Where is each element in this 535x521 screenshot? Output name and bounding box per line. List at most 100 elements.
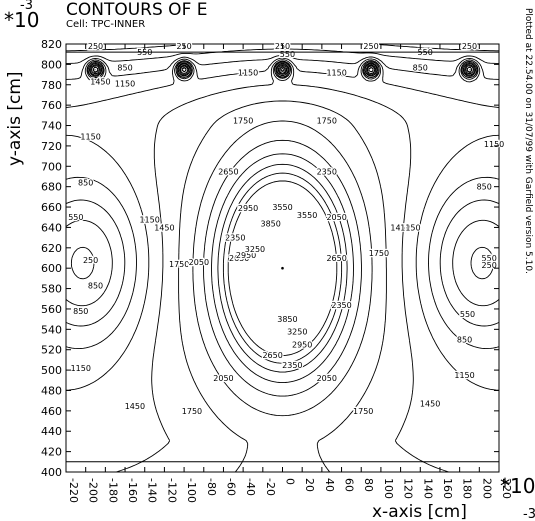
y-tick-label: 520 (41, 344, 62, 357)
contour-label: 3250 (245, 245, 265, 254)
top-wire-marker (366, 65, 376, 74)
x-tick-label: 200 (480, 478, 493, 499)
top-wire-marker (461, 61, 478, 78)
x-tick-label: 180 (461, 478, 474, 499)
y-tick-label: 480 (41, 384, 62, 397)
contour-label: 2650 (262, 351, 282, 360)
contour-label: 1450 (420, 400, 440, 409)
y-tick-label: 660 (41, 201, 62, 214)
contour-label: 1750 (233, 116, 253, 125)
center-wire-marker (281, 266, 284, 270)
contour-label: 250 (482, 261, 497, 270)
contour-label: 1750 (369, 249, 389, 258)
contour-line-550 (65, 43, 500, 307)
contour-label: 550 (280, 50, 295, 59)
x-tick-label: -80 (205, 478, 218, 496)
contour-label: 3850 (261, 219, 281, 228)
chart-title: CONTOURS OF E (66, 0, 208, 20)
y-tick-label: 760 (41, 99, 62, 112)
top-wire-marker (274, 61, 291, 78)
contour-label: 2350 (225, 234, 245, 243)
contour-line-2050 (87, 60, 478, 473)
contour-label: 2950 (236, 251, 256, 260)
top-wire-marker (175, 61, 193, 78)
top-wire-marker (93, 67, 98, 72)
contour-label: 2050 (213, 374, 233, 383)
y-tick-label: 460 (41, 405, 62, 418)
x-ticks: -220 -200 -180 -160 -140 -120 -100 -80 -60 -40 -20… (65, 44, 513, 503)
x-axis-label: x-axis [cm] (372, 502, 467, 521)
y-tick-label: 580 (41, 283, 62, 296)
x-exponent-star: *10 (500, 474, 535, 498)
contour-label: 1450 (154, 223, 174, 232)
contour-label: 1150 (326, 69, 346, 78)
y-tick-label: 640 (41, 221, 62, 234)
x-tick-label: -120 (165, 478, 178, 503)
y-tick-label: 620 (41, 242, 62, 255)
contour-label: 1150 (400, 223, 420, 232)
exponent-top: -3 (20, 0, 33, 13)
contour-label: 550 (482, 254, 497, 263)
contour-label: 850 (457, 336, 472, 345)
contour-label: 850 (78, 179, 93, 188)
x-tick-label: -60 (224, 478, 237, 496)
contour-label: 250 (88, 42, 103, 51)
contour-label: 850 (88, 282, 103, 291)
x-tick-label: 100 (382, 478, 395, 499)
y-tick-label: 680 (41, 181, 62, 194)
contour-label: 1150 (71, 364, 91, 373)
contour-label: 850 (413, 63, 428, 72)
x-tick-label: 220 (500, 478, 513, 499)
contour-label: 1150 (484, 140, 504, 149)
contour-line-3850 (227, 67, 338, 356)
contour-label: 2950 (238, 204, 258, 213)
contour-label: 2650 (326, 254, 346, 263)
contour-label: 2350 (317, 167, 337, 176)
contour-label: 3550 (297, 211, 317, 220)
top-wire-marker (181, 67, 187, 72)
y-tick-label: 560 (41, 303, 62, 316)
y-tick-label: 600 (41, 262, 62, 275)
y-ticks: 400 420 440 460 480 500 520 540 560 580 600 620 640 6… (41, 38, 499, 479)
x-tick-label: -100 (185, 478, 198, 503)
top-wire-marker (463, 63, 476, 76)
contour-label: 1750 (353, 407, 373, 416)
contour-label: 1150 (80, 133, 100, 142)
contour-label: 1150 (115, 80, 135, 89)
contour-line-2950 (91, 63, 474, 384)
y-tick-label: 420 (41, 446, 62, 459)
contour-label: 1150 (139, 215, 159, 224)
top-wire-marker (276, 63, 289, 76)
contour-label: 3550 (272, 203, 292, 212)
contour-label: 2050 (317, 374, 337, 383)
top-wire-marker (465, 65, 474, 74)
top-wire-marker (278, 65, 287, 74)
contour-label: 1750 (182, 407, 202, 416)
x-tick-label: 160 (441, 478, 454, 499)
contour-label: 1150 (454, 371, 474, 380)
x-tick-label: -220 (67, 478, 80, 503)
x-tick-label: -200 (87, 478, 100, 503)
contour-label: 1450 (90, 78, 110, 87)
x-tick-label: 60 (343, 478, 356, 492)
contour-line-850 (65, 48, 500, 327)
top-wire-marker (177, 63, 191, 76)
x-tick-label: -140 (146, 478, 159, 503)
x-tick-label: 120 (402, 478, 415, 499)
contour-line-1450 (65, 57, 500, 391)
contour-label: 1450 (125, 402, 145, 411)
top-wire-marker (280, 67, 285, 72)
contour-label: 2350 (331, 301, 351, 310)
top-wire-marker (368, 67, 374, 72)
x-tick-label: 80 (362, 478, 375, 492)
top-wire-marker (87, 61, 104, 78)
wire-markers (87, 61, 478, 270)
chart-subtitle: Cell: TPC-INNER (66, 19, 145, 30)
contour-label: 550 (460, 310, 475, 319)
contour-label: 1750 (317, 116, 337, 125)
x-tick-label: 40 (323, 478, 336, 492)
contour-line-1150 (65, 54, 500, 350)
exponent-star: *10 (4, 8, 39, 32)
y-tick-label: 700 (41, 160, 62, 173)
